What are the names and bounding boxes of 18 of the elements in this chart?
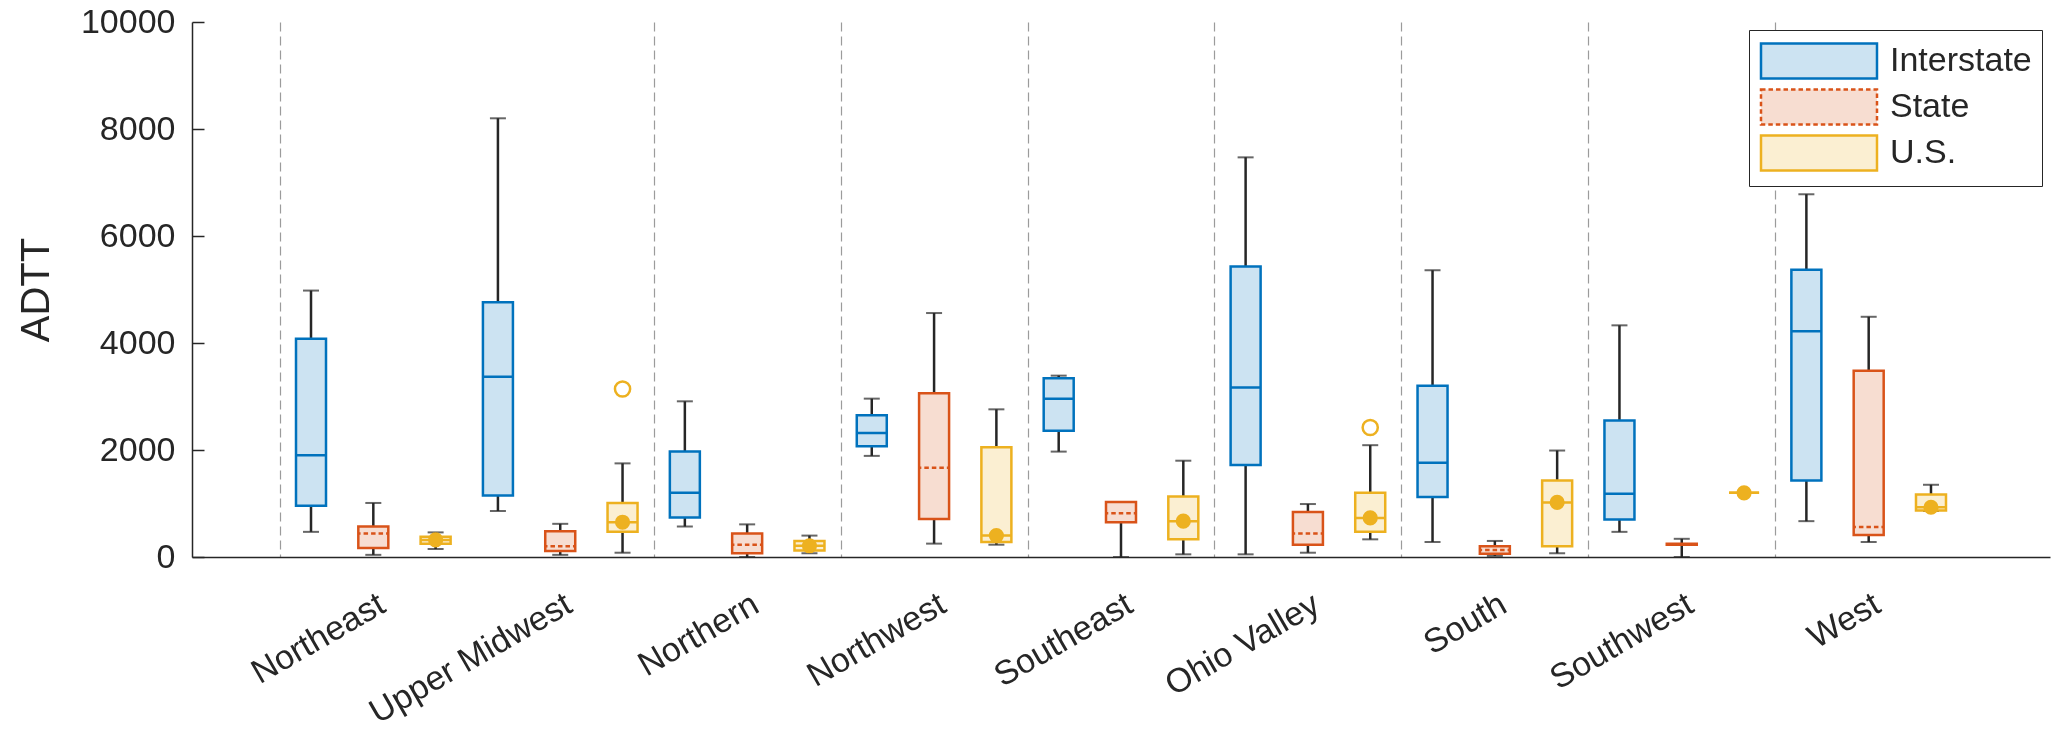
y-tick-label: 4000 <box>99 322 176 361</box>
y-tick-label: 6000 <box>99 215 176 254</box>
y-tick-label: 2000 <box>99 429 176 468</box>
legend-label: U.S. <box>1890 132 1957 170</box>
y-tick-label: 10000 <box>80 1 176 40</box>
y-tick-label: 0 <box>156 536 176 575</box>
point <box>801 538 818 554</box>
point <box>1549 494 1565 510</box>
legend-label: State <box>1890 86 1970 124</box>
point <box>988 528 1004 544</box>
x-tick-label: South <box>1416 584 1513 662</box>
point <box>1736 485 1752 501</box>
y-axis-title: ADTT <box>12 237 57 343</box>
y-tick-label: 8000 <box>99 108 176 147</box>
point <box>428 532 444 548</box>
legend-label: Interstate <box>1890 40 2032 78</box>
x-tick-label: Ohio Valley <box>1158 584 1326 703</box>
x-tick-label: West <box>1800 583 1887 656</box>
